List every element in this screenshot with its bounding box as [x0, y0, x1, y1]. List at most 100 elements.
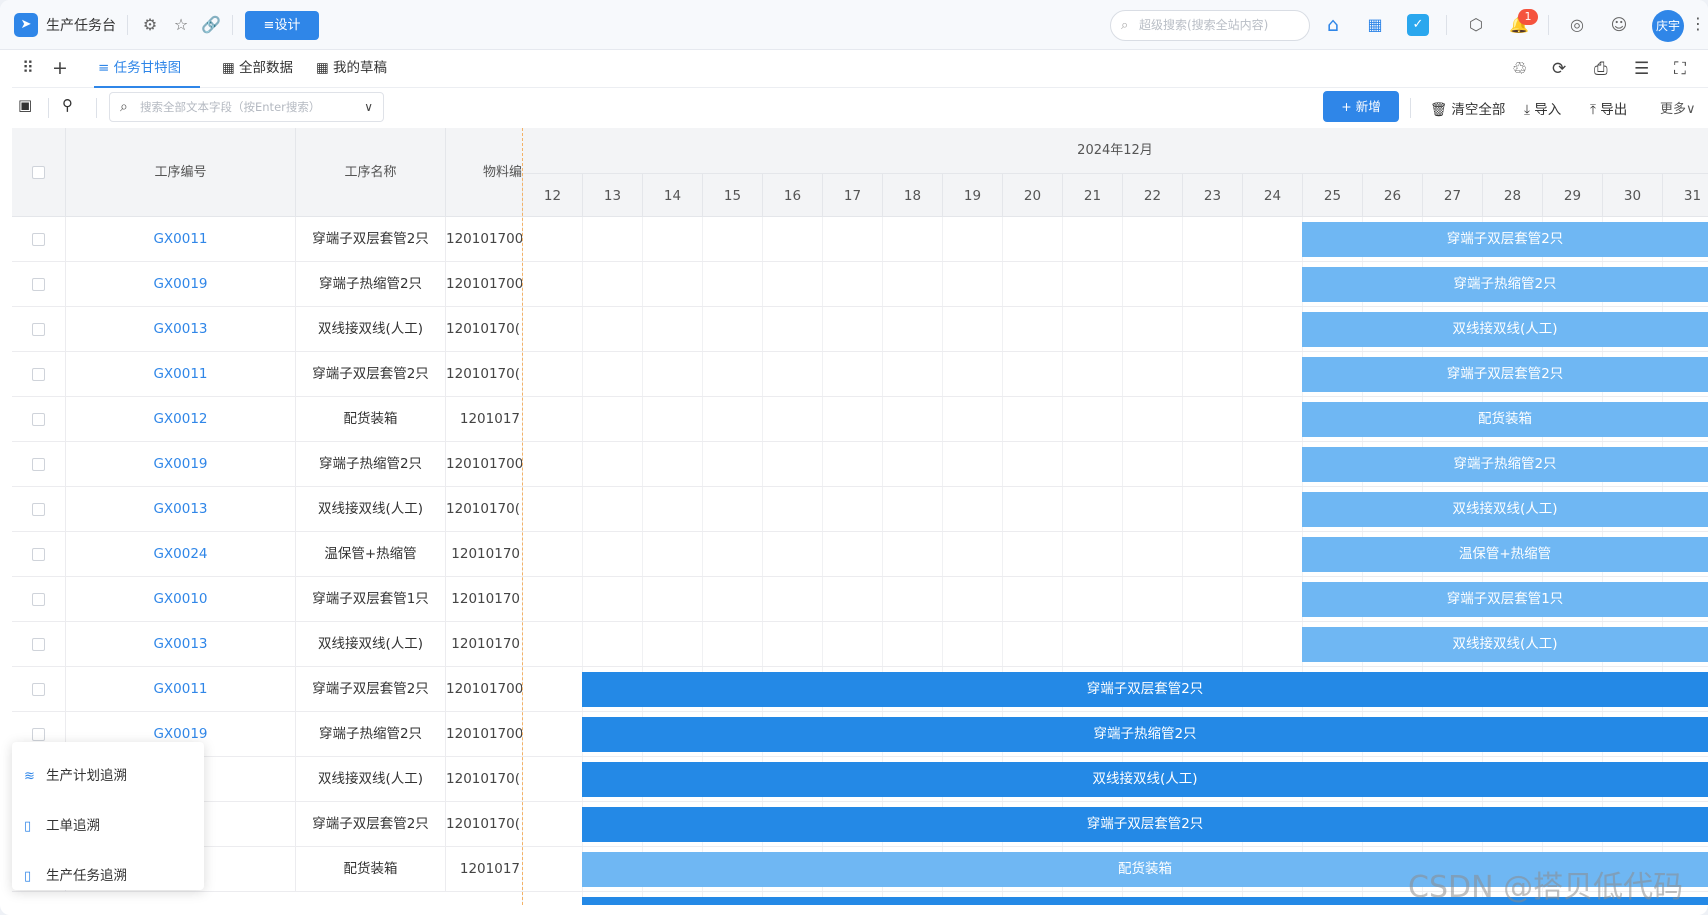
menu-item-order-trace[interactable]: ▯ 工单追溯 — [24, 814, 100, 838]
select-all-checkbox[interactable] — [32, 166, 45, 179]
avatar[interactable]: 庆宇 — [1652, 10, 1684, 42]
gantt-bar[interactable]: 双线接双线(人工) — [1302, 312, 1708, 347]
gantt-bar[interactable]: 双线接双线(人工) — [1302, 492, 1708, 527]
row-checkbox[interactable] — [32, 682, 45, 696]
add-button[interactable]: + 新增 — [1323, 91, 1399, 122]
tab-my-drafts[interactable]: ▦ 我的草稿 — [316, 60, 388, 76]
process-code[interactable]: GX0019 — [66, 712, 296, 756]
process-code[interactable]: GX0013 — [66, 622, 296, 666]
row-checkbox-cell[interactable] — [12, 532, 66, 576]
filter-icon[interactable]: ⚲ — [62, 96, 73, 114]
row-checkbox-cell[interactable] — [12, 622, 66, 666]
row-checkbox-cell[interactable] — [12, 307, 66, 351]
gantt-bar[interactable]: 穿端子双层套管2只 — [582, 807, 1708, 842]
tab-all-data[interactable]: ▦ 全部数据 — [222, 60, 294, 76]
gantt-bar[interactable]: 穿端子双层套管2只 — [1302, 222, 1708, 257]
design-button[interactable]: ≡设计 — [245, 11, 319, 40]
export-button[interactable]: ⤒ 导出 — [1590, 102, 1628, 118]
table-row[interactable]: GX0012 配货装箱 1201017 — [12, 397, 1708, 442]
link-icon[interactable]: 🔗 — [201, 15, 221, 34]
tab-gantt[interactable]: ≡ 任务甘特图 ⋮ — [94, 50, 200, 112]
row-checkbox-cell[interactable] — [12, 262, 66, 306]
table-row[interactable]: GX0024 温保管+热缩管 12010170 — [12, 532, 1708, 577]
chevron-down-icon[interactable]: ∨ — [364, 100, 373, 114]
row-checkbox[interactable] — [32, 277, 45, 291]
table-row[interactable]: GX0019 穿端子热缩管2只 120101700 — [12, 262, 1708, 307]
refresh-icon[interactable]: ⟳ — [1552, 59, 1567, 79]
gantt-bar[interactable]: 穿端子双层套管2只 — [582, 672, 1708, 707]
table-row[interactable]: GX0013 双线接双线(人工) 12010170( — [12, 307, 1708, 352]
gantt-bar[interactable]: 穿端子热缩管2只 — [1302, 267, 1708, 302]
process-code[interactable]: GX0012 — [66, 397, 296, 441]
table-row[interactable]: GX0011 穿端子双层套管2只 12010170( — [12, 352, 1708, 397]
gantt-bar[interactable] — [582, 897, 1708, 905]
row-checkbox-cell[interactable] — [12, 217, 66, 261]
column-header-code[interactable]: 工序编号 — [66, 128, 296, 217]
table-row[interactable]: GX0011 穿端子双层套管2只 120101700 — [12, 217, 1708, 262]
row-checkbox[interactable] — [32, 592, 45, 606]
process-code[interactable]: GX0010 — [66, 577, 296, 621]
gear-icon[interactable]: ⚙ — [142, 15, 158, 34]
print-search-icon[interactable]: ⎙ — [1594, 59, 1608, 79]
process-code[interactable]: GX0019 — [66, 262, 296, 306]
process-code[interactable] — [66, 847, 296, 891]
process-code[interactable]: GX0011 — [66, 667, 296, 711]
row-checkbox[interactable] — [32, 727, 45, 741]
gantt-bar[interactable]: 穿端子热缩管2只 — [582, 717, 1708, 752]
row-checkbox[interactable] — [32, 637, 45, 651]
process-code[interactable]: GX0011 — [66, 352, 296, 396]
table-row[interactable]: GX0019 穿端子热缩管2只 120101700 — [12, 712, 1708, 757]
hexagon-icon[interactable]: ⬡ — [1469, 15, 1483, 34]
recycle-icon[interactable]: ♲ — [1512, 59, 1528, 79]
compass-icon[interactable]: ◎ — [1570, 15, 1584, 34]
row-checkbox-cell[interactable] — [12, 712, 66, 756]
list-search-icon[interactable]: ☰ — [1634, 59, 1650, 79]
gantt-bar[interactable]: 穿端子双层套管1只 — [1302, 582, 1708, 617]
clear-all-button[interactable]: 🗑 清空全部 — [1430, 102, 1506, 118]
process-code[interactable] — [66, 802, 296, 846]
apps-icon[interactable]: ▦ — [1367, 15, 1383, 34]
row-checkbox[interactable] — [32, 232, 45, 246]
table-row[interactable]: GX0013 双线接双线(人工) 12010170 — [12, 622, 1708, 667]
import-button[interactable]: ⤓ 导入 — [1524, 102, 1562, 118]
table-row[interactable]: 穿端子双层套管2只 12010170( — [12, 802, 1708, 847]
gantt-bar[interactable]: 穿端子双层套管2只 — [1302, 357, 1708, 392]
row-checkbox[interactable] — [32, 322, 45, 336]
table-row[interactable]: GX0013 双线接双线(人工) 12010170( — [12, 487, 1708, 532]
more-button[interactable]: 更多∨ — [1660, 102, 1696, 117]
row-checkbox-cell[interactable] — [12, 397, 66, 441]
column-header-material[interactable]: 物料编 — [482, 165, 522, 180]
row-checkbox-cell[interactable] — [12, 442, 66, 486]
table-row[interactable]: GX0010 穿端子双层套管1只 12010170 — [12, 577, 1708, 622]
fullscreen-icon[interactable]: ⛶ — [1674, 59, 1686, 79]
gantt-bar[interactable]: 配货装箱 — [582, 852, 1708, 887]
add-view-icon[interactable]: + — [52, 57, 68, 79]
column-header-name[interactable]: 工序名称 — [296, 128, 446, 217]
row-checkbox[interactable] — [32, 502, 45, 516]
gantt-bar[interactable]: 配货装箱 — [1302, 402, 1708, 437]
support-icon[interactable]: ☺ — [1610, 15, 1628, 34]
drag-handle-icon[interactable]: ⠿ — [22, 58, 34, 77]
process-code[interactable]: GX0011 — [66, 217, 296, 261]
row-checkbox-cell[interactable] — [12, 487, 66, 531]
menu-item-task-trace[interactable]: ▯ 生产任务追溯 — [24, 864, 127, 888]
row-checkbox-cell[interactable] — [12, 352, 66, 396]
gantt-bar[interactable]: 双线接双线(人工) — [582, 762, 1708, 797]
process-code[interactable]: GX0013 — [66, 487, 296, 531]
process-code[interactable] — [66, 757, 296, 801]
row-checkbox-cell[interactable] — [12, 577, 66, 621]
star-icon[interactable]: ☆ — [173, 15, 189, 34]
table-row[interactable]: GX0011 穿端子双层套管2只 120101700 — [12, 667, 1708, 712]
layout-icon[interactable]: ▣ — [18, 96, 33, 114]
process-code[interactable]: GX0024 — [66, 532, 296, 576]
row-checkbox-cell[interactable] — [12, 667, 66, 711]
menu-item-plan-trace[interactable]: ≋ 生产计划追溯 — [24, 764, 127, 788]
task-check-icon[interactable]: ✓ — [1407, 14, 1429, 36]
process-code[interactable]: GX0019 — [66, 442, 296, 486]
table-row[interactable]: GX0019 穿端子热缩管2只 120101700 — [12, 442, 1708, 487]
process-code[interactable]: GX0013 — [66, 307, 296, 351]
gantt-bar[interactable]: 双线接双线(人工) — [1302, 627, 1708, 662]
select-all-checkbox-cell[interactable] — [12, 128, 66, 217]
global-search-input[interactable]: ⌕ 超级搜索(搜索全站内容) — [1110, 10, 1310, 41]
row-checkbox[interactable] — [32, 457, 45, 471]
